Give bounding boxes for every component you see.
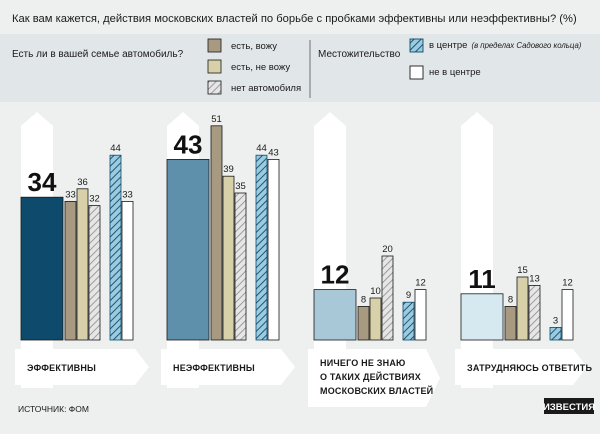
bar-value-label: 8 [361, 294, 366, 305]
chart-title: Как вам кажется, действия московских вла… [12, 13, 577, 25]
bar-value-label: 15 [517, 265, 528, 276]
bar-2 [369, 297, 382, 341]
bar-value-label: 51 [211, 114, 222, 125]
bar-5 [121, 200, 134, 341]
bar-value-label: 35 [235, 181, 246, 192]
legend-item-car-1: есть, вожу [207, 38, 277, 53]
legend-label: нет автомобиля [231, 83, 301, 94]
bar-value-label: 33 [122, 189, 133, 200]
bar-2 [516, 276, 529, 341]
legend-swatch [409, 65, 424, 80]
bar-4 [549, 326, 562, 341]
bar-value-label: 44 [110, 143, 121, 154]
legend-label: не в центре [429, 67, 481, 78]
total-label: 34 [28, 167, 57, 197]
category-band [308, 349, 440, 407]
legend-label: в центре (в пределах Садового кольца) [429, 40, 582, 51]
bar-1 [210, 125, 223, 341]
category-label: О ТАКИХ ДЕЙСТВИЯХ [320, 371, 421, 382]
logo-background [544, 398, 594, 414]
legend-residence-items: в центре (в пределах Садового кольца) не в… [409, 38, 582, 80]
bar-2 [76, 188, 89, 341]
bar-value-label: 9 [406, 290, 411, 301]
bar-4 [402, 301, 415, 341]
izvestia-logo: ИЗВЕСТИЯ [543, 398, 595, 414]
total-bar [166, 158, 210, 341]
bar-value-label: 44 [256, 143, 267, 154]
bar-value-label: 36 [77, 177, 88, 188]
bar-5 [267, 158, 280, 341]
bar-3 [381, 255, 394, 341]
bar-4 [255, 154, 268, 341]
bar-value-label: 32 [89, 194, 100, 205]
legend-car-items: есть, вожу есть, не вожу нет автомобиля [207, 38, 301, 95]
bar-group-3: НИЧЕГО НЕ ЗНАЮ О ТАКИХ ДЕЙСТВИЯХ МОСКОВСКИ… [308, 112, 440, 407]
bar-value-label: 12 [415, 278, 426, 289]
category-label: МОСКОВСКИХ ВЛАСТЕЙ [320, 385, 433, 396]
bar-value-label: 39 [223, 164, 234, 175]
bar-1 [504, 305, 517, 341]
total-label: 11 [468, 264, 496, 294]
legend-car-question: Есть ли в вашей семье автомобиль? [12, 48, 184, 60]
category-label: НЕЭФФЕКТИВНЫ [173, 363, 255, 373]
category-label: НИЧЕГО НЕ ЗНАЮ [320, 358, 406, 368]
legend-swatch [409, 38, 424, 53]
category-band [455, 349, 587, 385]
legend-swatch [207, 38, 222, 53]
bar-3 [88, 205, 101, 341]
source-note: ИСТОЧНИК: ФОМ [18, 404, 89, 414]
legend-item-residence-2: не в центре [409, 65, 481, 80]
total-label: 43 [174, 129, 203, 159]
bar-value-label: 10 [370, 286, 381, 297]
legend-label: есть, не вожу [231, 62, 290, 73]
bar-3 [528, 284, 541, 341]
category-label: ЭФФЕКТИВНЫ [27, 363, 96, 373]
bar-value-label: 20 [382, 244, 393, 255]
total-bar [20, 196, 64, 341]
category-label: ЗАТРУДНЯЮСЬ ОТВЕТИТЬ [467, 363, 592, 373]
legend-item-car-2: есть, не вожу [207, 59, 290, 74]
legend-label: есть, вожу [231, 41, 277, 52]
bar-2 [222, 175, 235, 341]
total-bar [313, 289, 357, 341]
bar-3 [234, 192, 247, 341]
legend-swatch [207, 59, 222, 74]
bar-1 [64, 200, 77, 341]
bar-5 [414, 289, 427, 341]
bar-5 [561, 289, 574, 341]
bar-value-label: 12 [562, 278, 573, 289]
bar-1 [357, 305, 370, 341]
bar-value-label: 3 [553, 315, 558, 326]
total-label: 12 [321, 260, 350, 290]
bar-value-label: 43 [268, 147, 279, 158]
total-bar [460, 293, 504, 341]
legend-item-car-3: нет автомобиля [207, 80, 301, 95]
legend-swatch [207, 80, 222, 95]
legend-item-residence-1: в центре (в пределах Садового кольца) [409, 38, 582, 53]
category-band [161, 349, 295, 385]
legend-residence-question: Местожительство [318, 49, 401, 60]
legend-panel [0, 34, 600, 102]
bar-value-label: 8 [508, 294, 513, 305]
bar-value-label: 33 [65, 189, 76, 200]
category-band [15, 349, 149, 385]
bar-value-label: 13 [529, 273, 540, 284]
bar-4 [109, 154, 122, 341]
logo-text: ИЗВЕСТИЯ [543, 402, 595, 413]
